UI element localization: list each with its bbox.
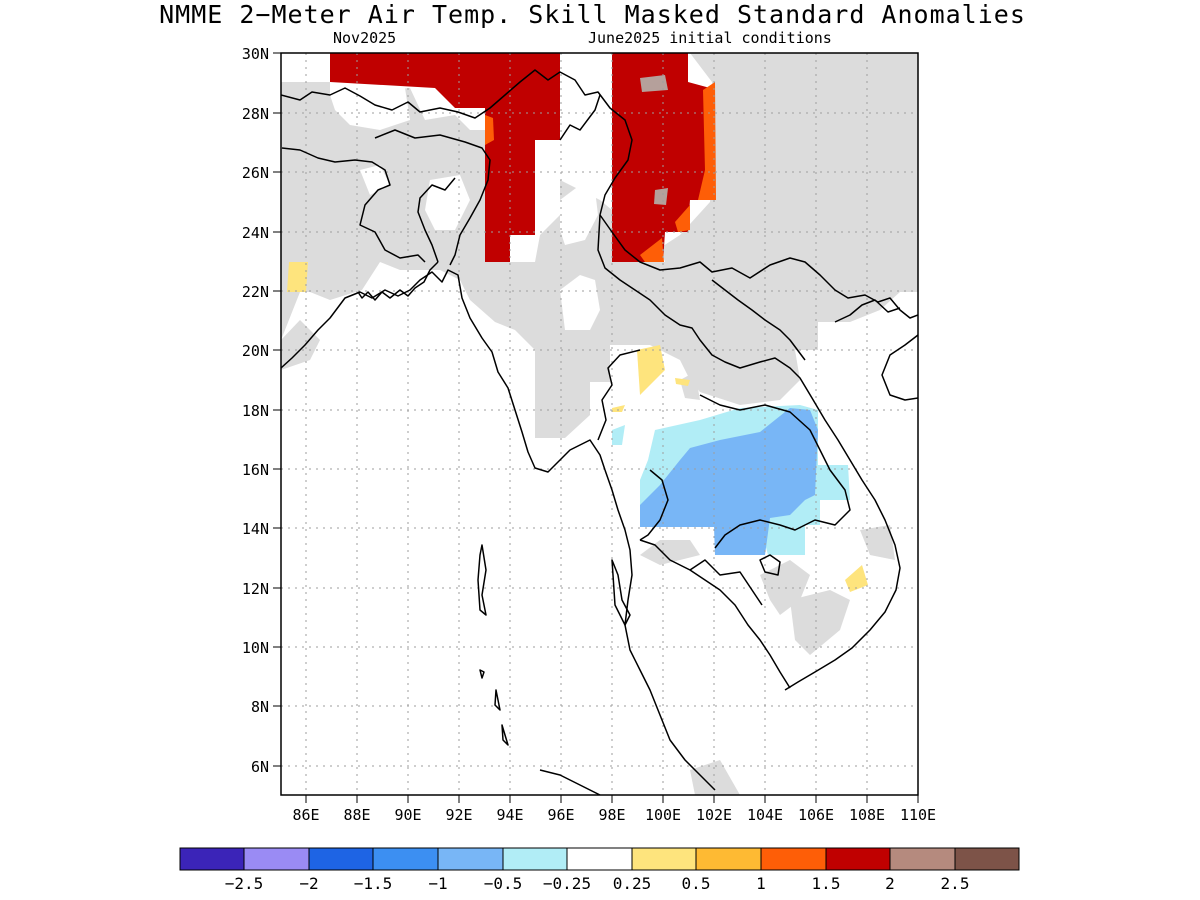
colorbar-swatch <box>566 847 633 871</box>
masked-region <box>281 53 918 795</box>
lon-labels: 86E 88E 90E 92E 94E 96E 98E 100E 102E 10… <box>292 806 936 824</box>
colorbar-swatch <box>308 847 374 871</box>
below-threshold-region <box>330 88 600 330</box>
colorbar-label: −0.25 <box>543 874 591 893</box>
lon-label: 92E <box>445 806 472 824</box>
lat-label: 18N <box>242 402 269 420</box>
colorbar-label: 1 <box>756 874 766 893</box>
colorbar-label: −1 <box>428 874 447 893</box>
colorbar-swatch <box>889 847 956 871</box>
lat-label: 10N <box>242 639 269 657</box>
colorbar-label: −0.5 <box>484 874 523 893</box>
colorbar-swatch <box>437 847 504 871</box>
lon-label: 86E <box>292 806 319 824</box>
colorbar-label: 0.25 <box>613 874 652 893</box>
lat-labels: 30N 28N 26N 24N 22N 20N 18N 16N 14N 12N … <box>242 45 269 776</box>
lat-label: 28N <box>242 105 269 123</box>
lat-label: 30N <box>242 45 269 63</box>
lat-label: 22N <box>242 283 269 301</box>
anomaly-field <box>281 53 918 795</box>
lon-label: 90E <box>394 806 421 824</box>
lon-label: 108E <box>849 806 885 824</box>
coastlines-borders <box>281 69 918 795</box>
colorbar-swatch <box>631 847 697 871</box>
colorbar-label: −1.5 <box>354 874 393 893</box>
lon-label: 96E <box>547 806 574 824</box>
lon-label: 94E <box>496 806 523 824</box>
map-title: NMME 2−Meter Air Temp. Skill Masked Stan… <box>159 0 1026 29</box>
lon-label: 98E <box>598 806 625 824</box>
colorbar-label: 2 <box>885 874 895 893</box>
lon-label: 102E <box>696 806 732 824</box>
map-frame <box>280 52 919 796</box>
lon-label: 100E <box>645 806 681 824</box>
lat-label: 26N <box>242 164 269 182</box>
colorbar-swatch <box>954 847 1020 871</box>
colorbar-label: 1.5 <box>812 874 841 893</box>
lat-label: 16N <box>242 461 269 479</box>
subtitle-initial-conditions: June2025 initial conditions <box>588 29 832 47</box>
cool-anomaly-region <box>640 408 818 555</box>
colorbar-label: −2 <box>299 874 318 893</box>
lat-label: 6N <box>251 758 269 776</box>
lat-lon-grid <box>281 53 918 795</box>
lat-label: 8N <box>251 698 269 716</box>
lon-label: 88E <box>343 806 370 824</box>
colorbar-label: −2.5 <box>225 874 264 893</box>
subtitle-target-month: Nov2025 <box>333 29 397 47</box>
slight-warm-region <box>287 262 868 592</box>
lat-label: 20N <box>242 342 269 360</box>
lon-label: 106E <box>798 806 834 824</box>
lat-tick-marks <box>273 52 281 767</box>
colorbar-swatch <box>695 847 762 871</box>
colorbar-swatch <box>760 847 827 871</box>
lat-label: 12N <box>242 580 269 598</box>
colorbar-swatch <box>502 847 568 871</box>
lat-label: 14N <box>242 520 269 538</box>
colorbar-swatch <box>825 847 891 871</box>
colorbar-swatch <box>179 847 245 871</box>
colorbar-label: 2.5 <box>941 874 970 893</box>
lon-label: 104E <box>747 806 783 824</box>
colorbar: −2.5 −2 −1.5 −1 −0.5 −0.25 0.25 0.5 1 1.… <box>179 847 1020 893</box>
colorbar-swatch <box>243 847 310 871</box>
small-masked-patch <box>640 75 668 205</box>
lat-label: 24N <box>242 224 269 242</box>
colorbar-label: 0.5 <box>682 874 711 893</box>
lon-label: 110E <box>900 806 936 824</box>
warm-anomaly-edge <box>485 82 716 262</box>
colorbar-swatch <box>372 847 439 871</box>
lon-tick-marks <box>305 795 919 803</box>
